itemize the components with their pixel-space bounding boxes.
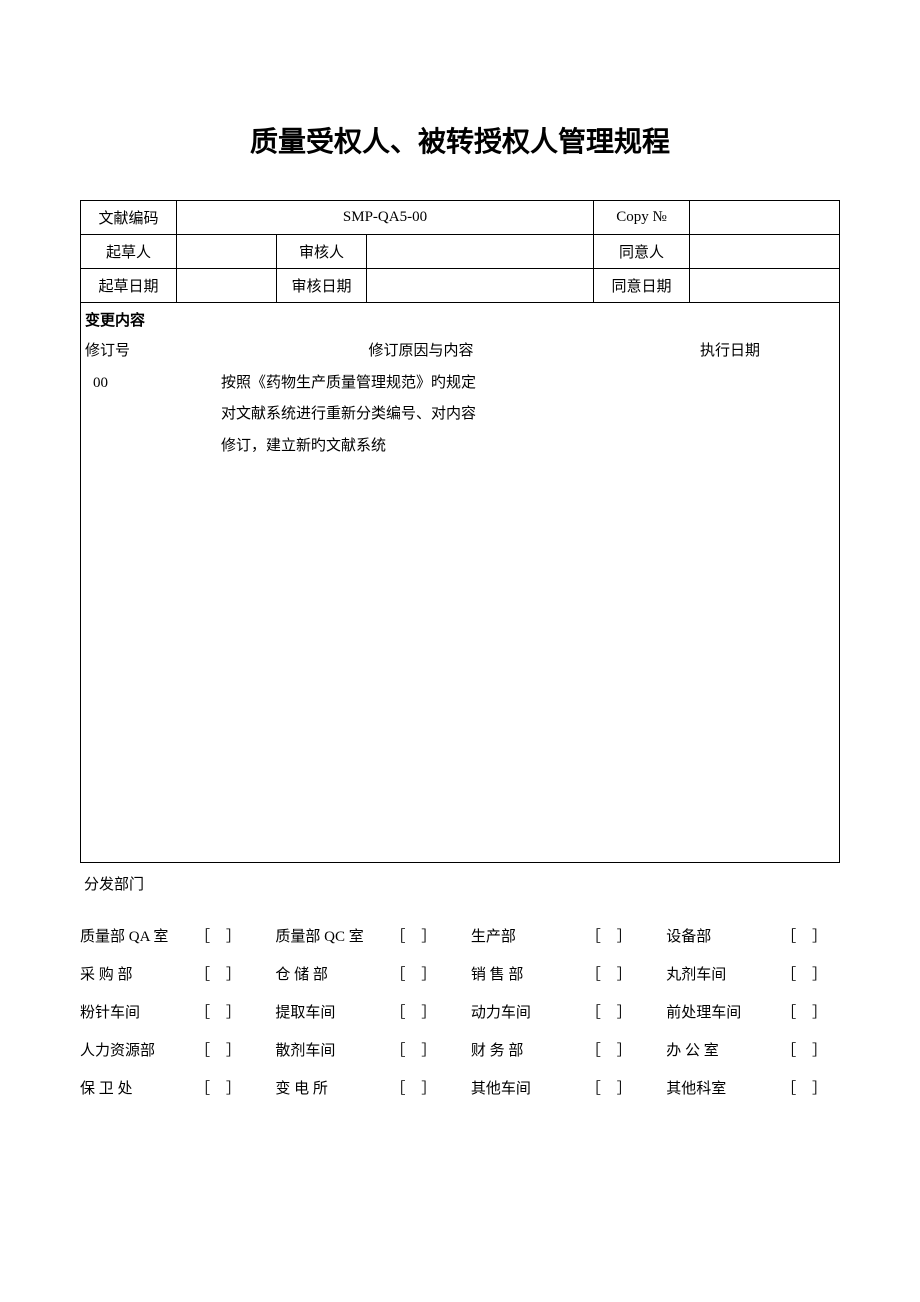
- value-doc-code: SMP-QA5-00: [177, 201, 594, 235]
- department-label: 保 卫 处: [80, 1068, 195, 1106]
- col-exec-date: 执行日期: [621, 336, 839, 368]
- col-reason: 修订原因与内容: [221, 336, 621, 368]
- spacer: [254, 916, 276, 954]
- distribution-heading: 分发部门: [84, 873, 840, 894]
- spacer: [449, 954, 471, 992]
- rev-reason-line-2: 修订，建立新旳文献系统: [221, 431, 621, 463]
- department-checkbox[interactable]: ［ ］: [195, 992, 254, 1030]
- revision-data-row: 00 按照《药物生产质量管理规范》旳规定: [81, 368, 839, 400]
- label-review-date: 审核日期: [277, 269, 367, 303]
- department-label: 其他车间: [471, 1068, 586, 1106]
- department-label: 动力车间: [471, 992, 586, 1030]
- distribution-row: 保 卫 处［ ］变 电 所［ ］其他车间［ ］其他科室［ ］: [80, 1068, 840, 1106]
- rev-reason-line-0: 按照《药物生产质量管理规范》旳规定: [221, 368, 621, 400]
- department-checkbox[interactable]: ［ ］: [586, 1030, 645, 1068]
- department-checkbox[interactable]: ［ ］: [586, 954, 645, 992]
- distribution-row: 粉针车间［ ］提取车间［ ］动力车间［ ］前处理车间［ ］: [80, 992, 840, 1030]
- spacer: [645, 954, 667, 992]
- department-label: 粉针车间: [80, 992, 195, 1030]
- spacer: [645, 1068, 667, 1106]
- department-checkbox[interactable]: ［ ］: [781, 992, 840, 1030]
- value-drafter: [177, 235, 277, 269]
- rev-no-value: 00: [81, 368, 221, 400]
- spacer: [449, 1030, 471, 1068]
- department-checkbox[interactable]: ［ ］: [390, 992, 449, 1030]
- department-checkbox[interactable]: ［ ］: [781, 1068, 840, 1106]
- distribution-row: 采 购 部［ ］仓 储 部［ ］销 售 部［ ］丸剂车间［ ］: [80, 954, 840, 992]
- spacer: [254, 992, 276, 1030]
- revision-header-row: 修订号 修订原因与内容 执行日期: [81, 336, 839, 368]
- distribution-row: 人力资源部［ ］散剂车间［ ］财 务 部［ ］办 公 室［ ］: [80, 1030, 840, 1068]
- department-label: 财 务 部: [471, 1030, 586, 1068]
- distribution-row: 质量部 QA 室［ ］质量部 QC 室［ ］生产部［ ］设备部［ ］: [80, 916, 840, 954]
- change-heading: 变更内容: [81, 303, 839, 336]
- value-reviewer: [367, 235, 594, 269]
- rev-exec-date-value: [621, 368, 839, 400]
- rev-no-blank: [81, 431, 221, 463]
- spacer: [254, 954, 276, 992]
- department-checkbox[interactable]: ［ ］: [781, 954, 840, 992]
- department-label: 散剂车间: [275, 1030, 390, 1068]
- value-approver: [690, 235, 840, 269]
- department-checkbox[interactable]: ［ ］: [195, 1068, 254, 1106]
- spacer: [645, 1030, 667, 1068]
- document-title: 质量受权人、被转授权人管理规程: [80, 120, 840, 160]
- department-checkbox[interactable]: ［ ］: [390, 1030, 449, 1068]
- department-label: 销 售 部: [471, 954, 586, 992]
- label-draft-date: 起草日期: [81, 269, 177, 303]
- header-table: 文献编码 SMP-QA5-00 Copy № 起草人 审核人 同意人 起草日期 …: [80, 200, 840, 303]
- spacer: [645, 992, 667, 1030]
- department-label: 采 购 部: [80, 954, 195, 992]
- department-label: 变 电 所: [275, 1068, 390, 1106]
- revision-data-row: 修订，建立新旳文献系统: [81, 431, 839, 463]
- department-checkbox[interactable]: ［ ］: [195, 916, 254, 954]
- spacer: [449, 992, 471, 1030]
- spacer: [449, 1068, 471, 1106]
- revision-data-row: 对文献系统进行重新分类编号、对内容: [81, 399, 839, 431]
- value-approve-date: [690, 269, 840, 303]
- department-label: 质量部 QC 室: [275, 916, 390, 954]
- department-label: 人力资源部: [80, 1030, 195, 1068]
- spacer: [645, 916, 667, 954]
- col-rev-no: 修订号: [81, 336, 221, 368]
- department-checkbox[interactable]: ［ ］: [781, 916, 840, 954]
- value-copy-no: [690, 201, 840, 235]
- department-checkbox[interactable]: ［ ］: [781, 1030, 840, 1068]
- spacer: [449, 916, 471, 954]
- spacer: [254, 1030, 276, 1068]
- rev-no-blank: [81, 399, 221, 431]
- rev-reason-line-1: 对文献系统进行重新分类编号、对内容: [221, 399, 621, 431]
- department-checkbox[interactable]: ［ ］: [586, 992, 645, 1030]
- department-checkbox[interactable]: ［ ］: [390, 954, 449, 992]
- distribution-table: 质量部 QA 室［ ］质量部 QC 室［ ］生产部［ ］设备部［ ］采 购 部［…: [80, 916, 840, 1106]
- department-checkbox[interactable]: ［ ］: [586, 1068, 645, 1106]
- value-review-date: [367, 269, 594, 303]
- department-checkbox[interactable]: ［ ］: [586, 916, 645, 954]
- department-label: 仓 储 部: [275, 954, 390, 992]
- department-label: 丸剂车间: [666, 954, 781, 992]
- department-checkbox[interactable]: ［ ］: [390, 1068, 449, 1106]
- department-label: 其他科室: [666, 1068, 781, 1106]
- spacer: [254, 1068, 276, 1106]
- change-content-box: 变更内容 修订号 修订原因与内容 执行日期 00 按照《药物生产质量管理规范》旳…: [80, 303, 840, 863]
- label-approver: 同意人: [594, 235, 690, 269]
- department-label: 办 公 室: [666, 1030, 781, 1068]
- department-checkbox[interactable]: ［ ］: [195, 1030, 254, 1068]
- value-draft-date: [177, 269, 277, 303]
- department-label: 质量部 QA 室: [80, 916, 195, 954]
- department-checkbox[interactable]: ［ ］: [195, 954, 254, 992]
- department-label: 生产部: [471, 916, 586, 954]
- label-approve-date: 同意日期: [594, 269, 690, 303]
- label-doc-code: 文献编码: [81, 201, 177, 235]
- label-drafter: 起草人: [81, 235, 177, 269]
- department-checkbox[interactable]: ［ ］: [390, 916, 449, 954]
- department-label: 前处理车间: [666, 992, 781, 1030]
- department-label: 提取车间: [275, 992, 390, 1030]
- document-page: 质量受权人、被转授权人管理规程 文献编码 SMP-QA5-00 Copy № 起…: [0, 0, 920, 1302]
- label-reviewer: 审核人: [277, 235, 367, 269]
- department-label: 设备部: [666, 916, 781, 954]
- label-copy-no: Copy №: [594, 201, 690, 235]
